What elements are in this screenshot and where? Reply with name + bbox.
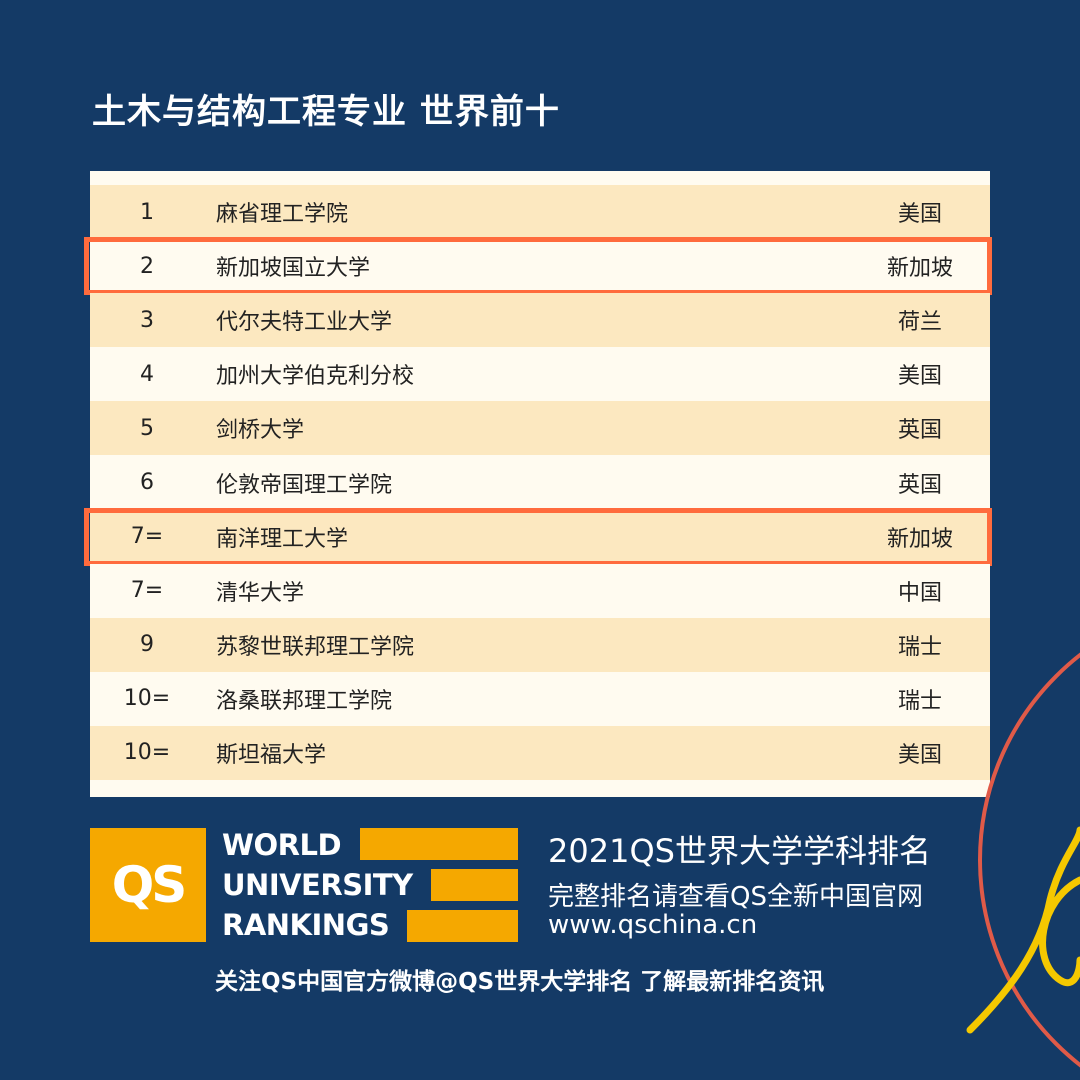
table-row: 2 新加坡国立大学 新加坡 [84,237,992,296]
rank-cell: 1 [140,199,154,225]
wur-line-rankings: RANKINGS [222,908,390,942]
country-cell: 荷兰 [897,310,942,336]
logo-text: QS [111,856,187,914]
table-row: 1 麻省理工学院 美国 [90,185,990,240]
table-row: 7= 清华大学 中国 [90,563,990,618]
university-cell: 剑桥大学 [216,418,305,444]
rank-cell: 10= [123,740,171,766]
page-title: 土木与结构工程专业 世界前十 [92,92,560,132]
rank-cell: 5 [140,415,154,441]
table-row: 6 伦敦帝国理工学院 英国 [90,455,990,510]
table-row: 9 苏黎世联邦理工学院 瑞士 [90,617,990,672]
table-row: 3 代尔夫特工业大学 荷兰 [90,293,990,348]
table-row: 10= 洛桑联邦理工学院 瑞士 [90,671,990,726]
country-cell: 美国 [897,364,942,390]
red-arc-decoration [978,652,1080,1068]
logo-bar [360,828,518,860]
university-cell: 麻省理工学院 [216,202,349,228]
rank-cell: 3 [140,307,154,333]
country-cell: 英国 [897,418,942,444]
table-row: 5 剑桥大学 英国 [90,401,990,456]
table-row: 4 加州大学伯克利分校 美国 [90,347,990,402]
wur-line-world: WORLD [222,828,342,862]
table-row: 7= 南洋理工大学 新加坡 [84,507,992,566]
country-cell: 美国 [897,742,942,768]
table-row: 10= 斯坦福大学 美国 [90,725,990,781]
rank-cell: 10= [123,686,171,712]
website-link[interactable]: www.qschina.cn [548,910,758,940]
country-cell: 美国 [897,202,942,228]
university-cell: 清华大学 [216,580,305,606]
university-cell: 苏黎世联邦理工学院 [216,634,415,660]
wur-line-university: UNIVERSITY [222,868,413,902]
country-cell: 英国 [897,472,942,498]
follow-text: 关注QS中国官方微博@QS世界大学排名 了解最新排名资讯 [215,969,825,995]
rankings-table: 1 麻省理工学院 美国 2 新加坡国立大学 新加坡 3 代尔夫特工业大学 荷兰 4 加州大学伯克利分… [84,171,992,797]
logo-bar [431,869,518,901]
qs-logo: QS [90,828,206,942]
university-cell: 伦敦帝国理工学院 [216,472,393,498]
university-cell: 洛桑联邦理工学院 [216,688,393,714]
subline: 完整排名请查看QS全新中国官网 [548,882,923,912]
country-cell: 中国 [897,580,942,606]
yellow-squiggle-decoration [966,826,1080,1034]
rank-cell: 9 [140,632,154,658]
university-cell: 代尔夫特工业大学 [216,310,393,336]
logo-bar [407,910,518,942]
country-cell: 瑞士 [897,634,942,660]
country-cell: 瑞士 [897,688,942,714]
university-cell: 加州大学伯克利分校 [216,364,415,390]
university-cell: 斯坦福大学 [216,742,327,768]
rank-cell: 6 [140,470,154,496]
rank-cell: 7= [130,578,164,604]
headline: 2021QS世界大学学科排名 [548,832,931,870]
rank-cell: 4 [140,361,154,387]
